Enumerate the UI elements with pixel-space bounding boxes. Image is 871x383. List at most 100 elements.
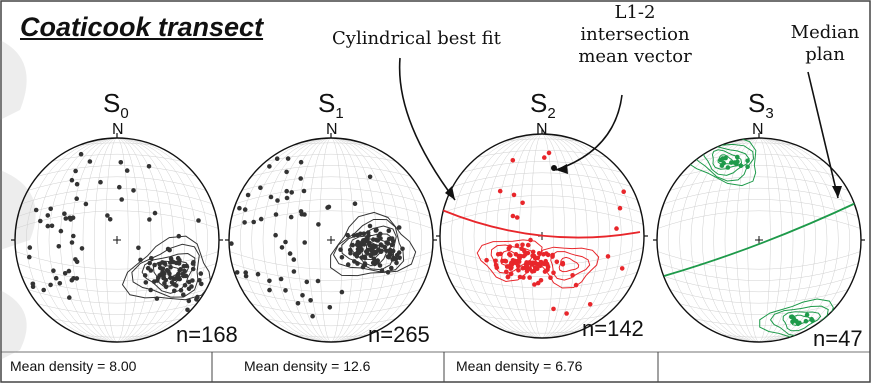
pole-point	[732, 160, 737, 165]
pole-point	[74, 196, 79, 201]
pole-point	[289, 190, 295, 195]
pole-point	[508, 253, 513, 258]
pole-point	[304, 279, 310, 285]
pole-point	[62, 211, 67, 216]
count-s1: n=265	[368, 322, 430, 347]
pole-point	[396, 250, 402, 255]
pole-point	[242, 207, 248, 212]
pole-point	[48, 206, 53, 212]
north-label-s2: N	[536, 121, 548, 138]
pole-point	[73, 168, 78, 174]
pole-point	[352, 259, 357, 264]
pole-point	[58, 228, 64, 234]
pole-point	[523, 252, 528, 257]
pole-point	[546, 150, 552, 156]
pole-point	[498, 251, 503, 257]
pole-point	[182, 283, 188, 288]
pole-point	[291, 257, 297, 262]
pole-point	[502, 258, 508, 264]
pole-point	[514, 243, 520, 248]
pole-point	[198, 271, 204, 276]
cylindrical-fit-label: Cylindrical best fit	[332, 28, 501, 49]
pole-point	[517, 255, 522, 261]
pole-point	[176, 233, 182, 239]
pole-point	[105, 213, 110, 218]
pole-point	[367, 223, 373, 229]
pole-point	[725, 165, 731, 170]
pole-point	[810, 318, 815, 323]
density-s1: Mean density = 12.6	[244, 358, 371, 374]
pole-point	[510, 258, 516, 263]
pole-point	[560, 260, 566, 266]
pole-point	[177, 268, 182, 273]
pole-point	[245, 192, 251, 198]
pole-point	[131, 188, 136, 193]
pole-point	[186, 298, 192, 304]
pole-point	[504, 264, 510, 269]
pole-point	[352, 252, 358, 257]
pole-points	[27, 151, 204, 313]
pole-point	[587, 302, 593, 307]
watermark-shape	[0, 40, 36, 360]
pole-point	[190, 266, 196, 272]
pole-point	[527, 266, 532, 271]
pole-point	[118, 160, 124, 165]
pole-point	[87, 159, 93, 164]
pole-point	[520, 200, 525, 206]
pole-point	[275, 198, 280, 203]
pole-point	[723, 155, 728, 161]
pole-point	[267, 278, 272, 284]
pole-point	[48, 282, 53, 288]
pole-point	[152, 262, 157, 268]
pole-point	[570, 273, 575, 278]
pole-point	[152, 210, 158, 216]
pole-point	[56, 244, 62, 249]
pole-point	[384, 240, 389, 245]
pole-point	[352, 201, 358, 206]
pole-point	[45, 213, 51, 218]
pole-point	[376, 233, 382, 239]
pole-point	[315, 278, 321, 284]
median-label-line2: plan	[805, 44, 845, 65]
annotation-arrows	[398, 57, 839, 201]
mean-vector-point	[551, 165, 557, 171]
pole-point	[178, 288, 184, 293]
pole-point	[119, 197, 124, 202]
pole-point	[69, 177, 75, 183]
pole-point	[74, 276, 80, 281]
pole-point	[273, 232, 278, 238]
pole-point	[195, 294, 200, 300]
pole-point	[382, 244, 388, 250]
pole-point	[338, 247, 343, 252]
pole-point	[361, 231, 367, 236]
pole-point	[362, 261, 368, 266]
pole-point	[505, 274, 511, 280]
pole-point	[73, 257, 78, 262]
pole-point	[385, 254, 391, 259]
pole-point	[484, 257, 489, 263]
pole-point	[117, 184, 122, 190]
pole-point	[45, 223, 51, 229]
pole-point	[390, 248, 396, 254]
pole-point	[308, 298, 313, 303]
net-label-s0: S0	[103, 88, 129, 123]
pole-point	[63, 216, 69, 221]
pole-point	[389, 242, 395, 248]
pole-point	[373, 237, 379, 243]
pole-point	[384, 248, 389, 254]
pole-point	[327, 305, 333, 310]
pole-point	[165, 246, 171, 252]
figure-title: Coaticook transect	[20, 12, 264, 42]
pole-point	[614, 226, 619, 231]
pole-point	[621, 189, 626, 194]
pole-point	[510, 158, 516, 163]
north-label-s1: N	[326, 121, 338, 138]
pole-point	[803, 318, 809, 324]
pole-point	[168, 264, 173, 270]
pole-point	[148, 268, 154, 273]
pole-point	[173, 283, 179, 288]
pole-point	[199, 281, 204, 287]
pole-point	[124, 168, 130, 173]
pole-point	[251, 219, 256, 225]
pole-point	[365, 251, 370, 256]
